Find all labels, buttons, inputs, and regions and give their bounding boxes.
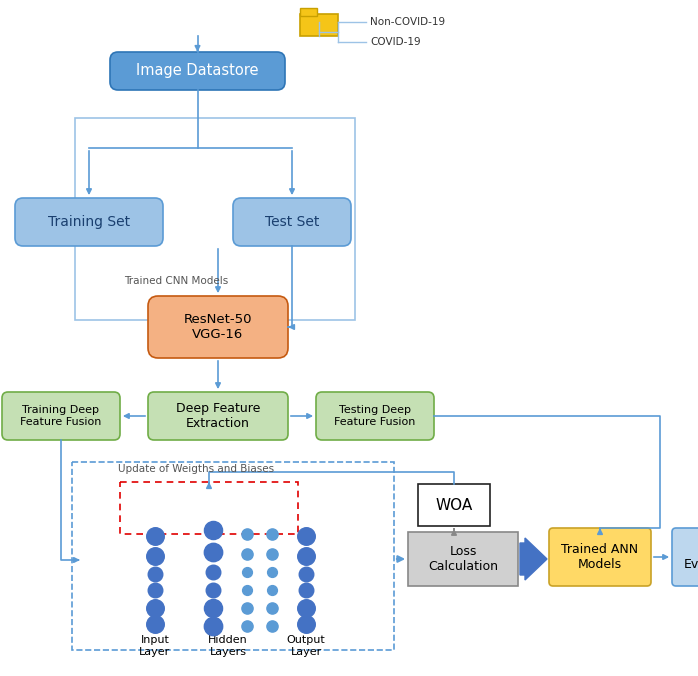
FancyBboxPatch shape (110, 52, 285, 90)
Text: Model
Evaluation: Model Evaluation (684, 543, 698, 571)
FancyArrow shape (520, 538, 547, 580)
Text: Training Deep
Feature Fusion: Training Deep Feature Fusion (20, 405, 102, 427)
Bar (300, 14, 338, 36)
Point (149, 585, 161, 596)
Point (300, 602, 311, 613)
Point (242, 602, 253, 613)
Point (267, 549, 278, 560)
Point (149, 531, 161, 541)
FancyBboxPatch shape (316, 392, 434, 440)
Point (207, 602, 218, 613)
Text: Output
Layer: Output Layer (287, 635, 325, 656)
Point (300, 550, 311, 561)
Bar (75, 118, 355, 320)
Text: Deep Feature
Extraction: Deep Feature Extraction (176, 402, 260, 430)
Point (242, 529, 253, 539)
Text: Trained ANN
Models: Trained ANN Models (561, 543, 639, 571)
Text: Testing Deep
Feature Fusion: Testing Deep Feature Fusion (334, 405, 416, 427)
Bar (300, 8, 317, 16)
Bar (72, 462, 394, 650)
Text: Image Datastore: Image Datastore (136, 64, 259, 78)
Bar (408, 532, 518, 586)
Point (242, 585, 253, 596)
Text: Loss
Calculation: Loss Calculation (428, 545, 498, 573)
Text: ResNet-50
VGG-16: ResNet-50 VGG-16 (184, 313, 252, 341)
FancyBboxPatch shape (233, 198, 351, 246)
Point (207, 566, 218, 577)
Point (207, 525, 218, 535)
Point (242, 549, 253, 560)
Point (300, 569, 311, 579)
Point (267, 529, 278, 539)
Text: Update of Weigths and Biases: Update of Weigths and Biases (118, 464, 274, 474)
Point (242, 566, 253, 577)
Text: Input
Layer: Input Layer (140, 635, 170, 656)
Point (149, 619, 161, 629)
Point (149, 550, 161, 561)
Text: Hidden
Layers: Hidden Layers (208, 635, 248, 656)
Text: Trained CNN Models: Trained CNN Models (124, 276, 228, 286)
Point (207, 621, 218, 631)
Point (267, 621, 278, 631)
Bar (418, 484, 490, 526)
Point (300, 619, 311, 629)
Point (267, 566, 278, 577)
Text: Non-COVID-19: Non-COVID-19 (370, 17, 445, 27)
FancyBboxPatch shape (672, 528, 698, 586)
Point (149, 602, 161, 613)
Point (267, 602, 278, 613)
Point (300, 531, 311, 541)
Point (149, 569, 161, 579)
Text: Test Set: Test Set (265, 215, 319, 229)
Point (207, 585, 218, 596)
Point (242, 621, 253, 631)
Point (300, 585, 311, 596)
Bar (120, 482, 298, 534)
Text: Training Set: Training Set (48, 215, 130, 229)
FancyBboxPatch shape (2, 392, 120, 440)
Point (207, 547, 218, 558)
FancyBboxPatch shape (148, 296, 288, 358)
FancyBboxPatch shape (148, 392, 288, 440)
FancyBboxPatch shape (15, 198, 163, 246)
Point (267, 585, 278, 596)
Text: COVID-19: COVID-19 (370, 37, 421, 47)
Text: WOA: WOA (436, 498, 473, 512)
FancyBboxPatch shape (549, 528, 651, 586)
